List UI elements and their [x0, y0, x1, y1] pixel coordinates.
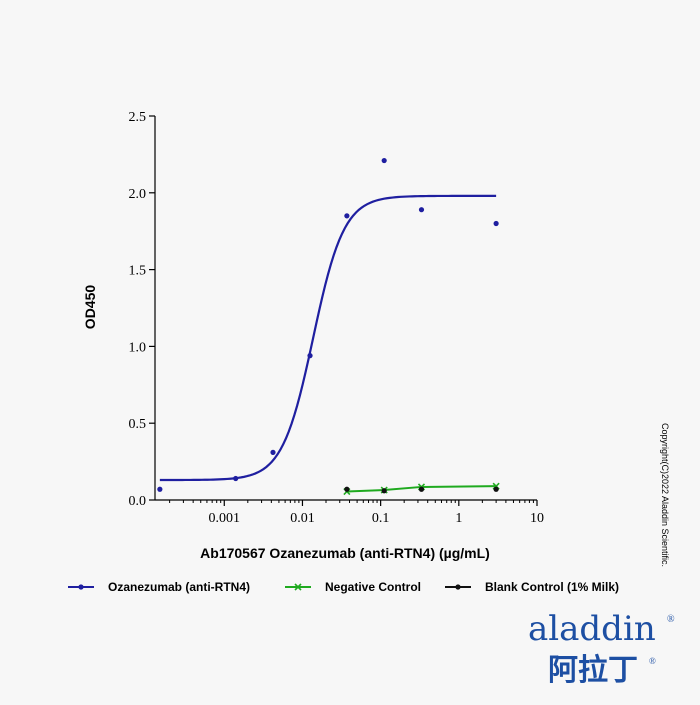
legend-marker [455, 584, 461, 590]
legend-label: Ozanezumab (anti-RTN4) [108, 580, 250, 594]
data-point [418, 207, 425, 213]
logo-wordmark: aladdin [528, 609, 656, 649]
data-point [344, 213, 350, 219]
data-point [157, 486, 163, 492]
x-axis-title: Ab170567 Ozanezumab (anti-RTN4) (µg/mL) [200, 545, 490, 561]
data-point [233, 475, 239, 482]
data-point [344, 486, 350, 492]
data-point [418, 486, 425, 492]
legend-item: Ozanezumab (anti-RTN4) [68, 580, 250, 594]
x-tick-label: 10 [530, 511, 544, 526]
data-points [157, 157, 500, 496]
logo-registered-mark: ® [667, 614, 675, 625]
aladdin-logo: aladdin ® 阿拉丁 ® [528, 609, 675, 687]
data-point [307, 353, 313, 359]
logo-chinese: 阿拉丁 [548, 653, 638, 687]
y-tick-label: 1.0 [129, 340, 147, 355]
axes: 0.0 0.5 1.0 1.5 2.0 2.5 0.001 0.01 0.1 1 10 [129, 110, 545, 526]
y-tick-label: 0.0 [129, 494, 147, 509]
data-point [381, 157, 387, 164]
legend-item: Blank Control (1% Milk) [445, 580, 619, 594]
fit-curve-series-0 [159, 194, 497, 482]
y-tick-label: 2.5 [129, 110, 147, 125]
y-tick-label: 0.5 [129, 417, 147, 432]
x-tick-label: 0.01 [290, 511, 315, 526]
x-tick-label: 0.001 [209, 511, 241, 526]
fit-curve-series-1 [346, 485, 497, 493]
data-point [270, 449, 276, 455]
legend-label: Negative Control [325, 580, 421, 594]
fit-curves [159, 194, 497, 493]
data-point [493, 220, 499, 227]
legend-marker [78, 584, 84, 590]
logo-registered-mark-cn: ® [649, 656, 656, 666]
legend: Ozanezumab (anti-RTN4) Negative Control Bl… [68, 580, 619, 594]
x-tick-label: 1 [455, 511, 462, 526]
legend-item: Negative Control [285, 580, 421, 594]
y-tick-label: 1.5 [129, 264, 147, 279]
data-point [381, 488, 387, 494]
y-tick-label: 2.0 [129, 187, 147, 202]
copyright-text: Copyright(C)2022 Aladdin Scientific. [660, 423, 670, 567]
legend-marker [294, 583, 302, 591]
data-point [493, 486, 499, 492]
legend-label: Blank Control (1% Milk) [485, 580, 619, 594]
y-axis-title: OD450 [82, 285, 98, 330]
x-tick-label: 0.1 [372, 511, 390, 526]
